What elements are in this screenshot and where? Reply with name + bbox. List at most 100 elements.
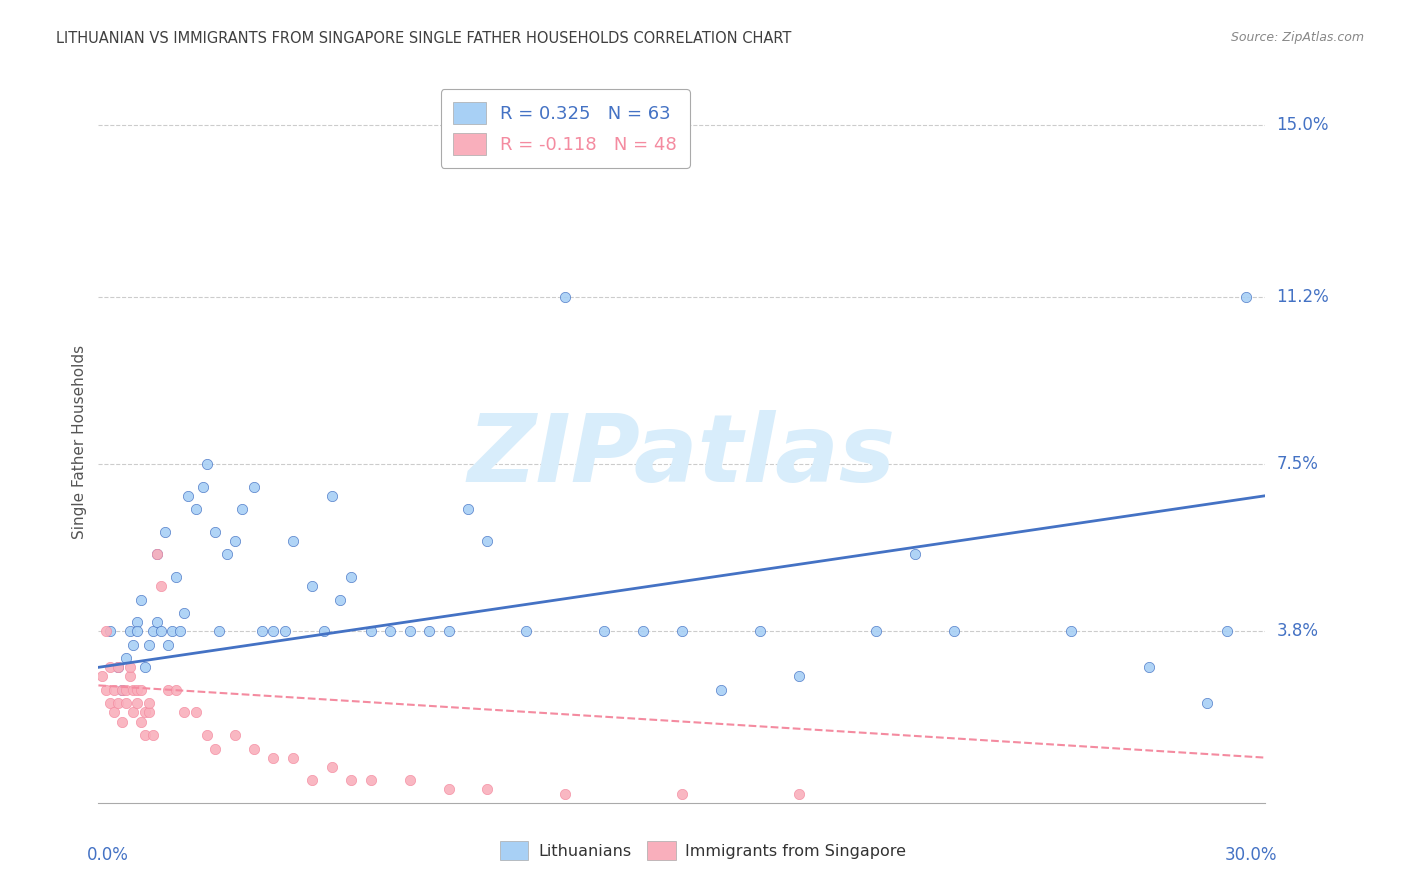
Point [134,660,156,674]
Point [329,592,352,607]
Point [1137,660,1160,674]
Point [165,570,187,584]
Point [146,548,169,562]
Point [173,706,195,720]
Point [865,624,887,639]
Point [554,787,576,801]
Point [149,579,172,593]
Text: ZIPatlas: ZIPatlas [468,410,896,502]
Point [157,638,180,652]
Point [554,290,576,304]
Point [710,682,733,697]
Point [1215,624,1237,639]
Point [91,669,114,683]
Point [138,706,160,720]
Legend: Lithuanians, Immigrants from Singapore: Lithuanians, Immigrants from Singapore [494,835,912,866]
Point [162,624,184,639]
Point [215,548,238,562]
Point [103,682,125,697]
Point [127,624,149,639]
Text: Source: ZipAtlas.com: Source: ZipAtlas.com [1230,31,1364,45]
Point [281,750,304,764]
Point [281,533,304,548]
Point [127,682,149,697]
Point [111,682,134,697]
Point [1060,624,1083,639]
Text: LITHUANIAN VS IMMIGRANTS FROM SINGAPORE SINGLE FATHER HOUSEHOLDS CORRELATION CHA: LITHUANIAN VS IMMIGRANTS FROM SINGAPORE … [56,31,792,46]
Point [312,624,335,639]
Point [118,624,141,639]
Point [193,480,215,494]
Point [195,728,218,742]
Point [477,782,499,797]
Point [515,624,537,639]
Point [142,624,165,639]
Point [398,773,420,788]
Point [98,624,121,639]
Point [204,741,226,756]
Point [134,728,156,742]
Point [321,760,343,774]
Point [787,669,810,683]
Point [301,579,323,593]
Point [111,714,134,729]
Point [250,624,273,639]
Point [262,624,284,639]
Point [1195,697,1218,711]
Point [103,706,125,720]
Point [274,624,297,639]
Point [748,624,770,639]
Point [195,457,218,471]
Point [437,782,460,797]
Point [593,624,616,639]
Point [98,697,121,711]
Point [631,624,654,639]
Y-axis label: Single Father Households: Single Father Households [72,344,87,539]
Point [96,624,118,639]
Point [165,682,187,697]
Point [118,669,141,683]
Point [127,697,149,711]
Point [360,624,382,639]
Point [437,624,460,639]
Text: 30.0%: 30.0% [1225,847,1277,864]
Point [204,524,226,539]
Point [321,489,343,503]
Point [177,489,200,503]
Point [360,773,382,788]
Point [943,624,966,639]
Text: 0.0%: 0.0% [87,847,128,864]
Point [114,651,136,665]
Point [301,773,323,788]
Point [340,773,363,788]
Point [787,787,810,801]
Point [224,728,246,742]
Point [127,615,149,630]
Point [398,624,420,639]
Point [208,624,231,639]
Point [114,682,136,697]
Text: 15.0%: 15.0% [1277,117,1329,135]
Point [262,750,284,764]
Point [243,741,266,756]
Point [98,660,121,674]
Point [142,728,165,742]
Point [146,548,169,562]
Text: 3.8%: 3.8% [1277,623,1319,640]
Point [134,706,156,720]
Point [231,502,253,516]
Point [169,624,191,639]
Point [184,502,207,516]
Point [457,502,479,516]
Point [138,697,160,711]
Text: 7.5%: 7.5% [1277,455,1319,473]
Point [138,638,160,652]
Point [129,682,152,697]
Point [157,682,180,697]
Point [418,624,440,639]
Point [118,660,141,674]
Point [129,714,152,729]
Point [96,682,118,697]
Point [671,624,693,639]
Point [184,706,207,720]
